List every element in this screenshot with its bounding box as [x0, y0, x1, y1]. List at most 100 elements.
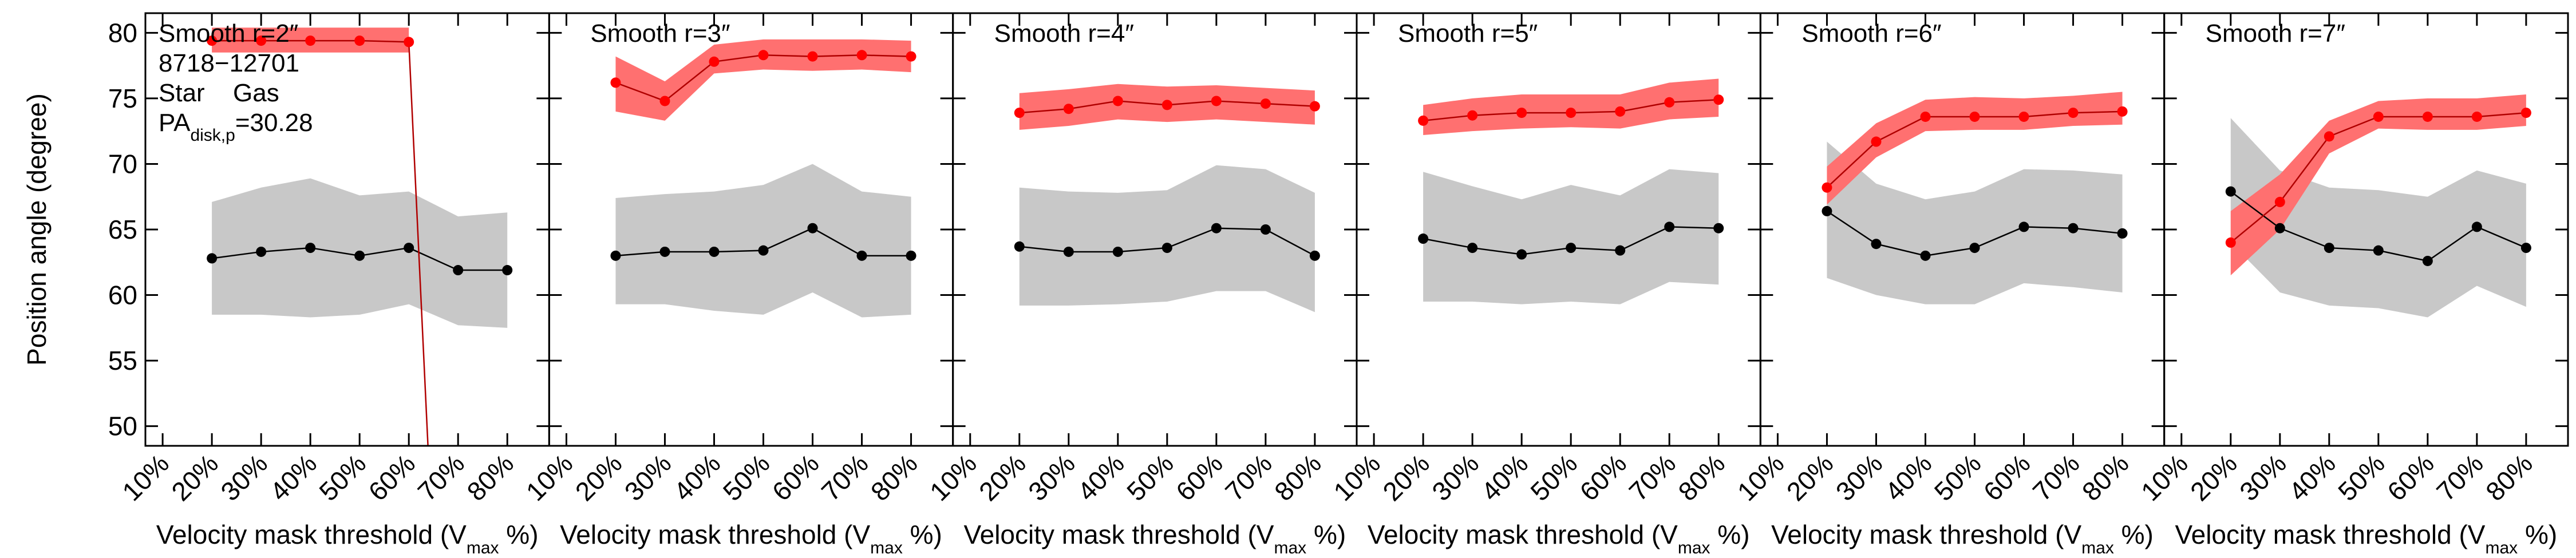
- x-axis-label-part: max: [2081, 539, 2114, 557]
- data-point: [758, 245, 769, 256]
- x-tick-label: 30%: [619, 448, 677, 506]
- x-tick-label: 20%: [1377, 448, 1435, 506]
- data-point: [256, 246, 267, 257]
- x-tick-label: 60%: [767, 448, 825, 506]
- y-tick-label: 50: [108, 411, 137, 441]
- data-point: [2324, 243, 2334, 254]
- y-tick-label: 65: [108, 215, 137, 244]
- x-axis-label-part: max: [467, 539, 499, 557]
- error-band: [1827, 141, 2123, 304]
- x-axis-label-part: max: [1274, 539, 1306, 557]
- plot-area: [1014, 84, 1320, 312]
- x-tick-label: 70%: [1219, 448, 1278, 506]
- x-axis-label-part: Velocity mask threshold (V: [2175, 520, 2485, 549]
- x-tick-label: 60%: [2381, 448, 2440, 506]
- x-axis-label-part: max: [1678, 539, 1710, 557]
- data-point: [2225, 186, 2236, 197]
- legend-entry: Gas: [233, 79, 279, 107]
- x-axis-label: Velocity mask threshold (Vmax %): [963, 520, 1346, 557]
- legend-entry: Star: [159, 79, 205, 107]
- x-tick-label: 60%: [1978, 448, 2036, 506]
- x-tick-label: 10%: [924, 448, 982, 506]
- x-tick-label: 10%: [520, 448, 579, 506]
- panel-title: Smooth r=6″: [1801, 19, 1941, 48]
- data-point: [2520, 108, 2531, 118]
- x-tick-label: 70%: [412, 448, 470, 506]
- error-band: [615, 164, 911, 318]
- data-point: [1309, 101, 1320, 112]
- data-point: [1713, 223, 1724, 234]
- data-point: [1664, 97, 1675, 108]
- x-tick-label: 80%: [865, 448, 923, 506]
- data-point: [1664, 221, 1675, 232]
- x-tick-label: 80%: [1269, 448, 1327, 506]
- data-point: [207, 35, 218, 46]
- x-tick-label: 20%: [165, 448, 224, 506]
- x-axis-label: Velocity mask threshold (Vmax %): [1771, 520, 2154, 557]
- error-band: [1423, 169, 1719, 304]
- data-point: [906, 51, 916, 62]
- pa-annotation-part: =30.28: [235, 109, 313, 137]
- data-point: [758, 50, 769, 61]
- x-tick-label: 60%: [362, 448, 421, 506]
- y-tick-label: 75: [108, 84, 137, 113]
- data-point: [1112, 96, 1123, 106]
- x-tick-label: 50%: [1524, 448, 1583, 506]
- error-band: [1019, 165, 1315, 312]
- x-tick-label: 40%: [1879, 448, 1938, 506]
- x-tick-label: 40%: [1072, 448, 1130, 506]
- x-axis-label-part: Velocity mask threshold (V: [1368, 520, 1678, 549]
- data-point: [1920, 250, 1931, 261]
- data-point: [2068, 108, 2079, 118]
- data-point: [2117, 228, 2128, 239]
- x-tick-label: 50%: [313, 448, 372, 506]
- pa-annotation: PAdisk,p=30.28: [159, 109, 313, 145]
- data-point: [1467, 110, 1478, 121]
- data-point: [856, 250, 867, 261]
- error-band: [2230, 94, 2526, 276]
- x-axis-label-part: %): [499, 520, 539, 549]
- data-point: [2274, 223, 2285, 234]
- x-axis-label: Velocity mask threshold (Vmax %): [1368, 520, 1750, 557]
- data-point: [610, 77, 621, 88]
- y-axis-label: Position angle (degree): [22, 93, 52, 366]
- data-point: [502, 265, 513, 276]
- x-tick-label: 50%: [2332, 448, 2391, 506]
- x-tick-label: 50%: [717, 448, 776, 506]
- data-point: [1920, 111, 1931, 122]
- data-point: [207, 253, 218, 264]
- x-axis-label-part: %): [2518, 520, 2557, 549]
- data-point: [906, 250, 916, 261]
- data-point: [1516, 108, 1527, 118]
- x-axis-label-part: max: [870, 539, 903, 557]
- error-band: [2230, 118, 2526, 318]
- x-tick-label: 30%: [1830, 448, 1888, 506]
- x-tick-label: 40%: [1475, 448, 1534, 506]
- panel-title: Smooth r=3″: [590, 19, 730, 48]
- x-tick-label: 30%: [215, 448, 273, 506]
- data-point: [1112, 246, 1123, 257]
- x-axis-label: Velocity mask threshold (Vmax %): [560, 520, 942, 557]
- x-tick-label: 80%: [461, 448, 519, 506]
- data-point: [659, 96, 670, 106]
- x-tick-label: 30%: [2234, 448, 2292, 506]
- data-point: [2520, 243, 2531, 254]
- error-band: [615, 39, 911, 121]
- data-point: [659, 246, 670, 257]
- data-point: [2422, 255, 2433, 266]
- data-point: [2471, 111, 2482, 122]
- data-point: [1822, 182, 1832, 193]
- data-point: [1516, 249, 1527, 260]
- y-tick-label: 55: [108, 346, 137, 375]
- data-point: [807, 51, 818, 62]
- panel-title: Smooth r=7″: [2206, 19, 2345, 48]
- x-tick-label: 70%: [2431, 448, 2489, 506]
- x-tick-label: 50%: [1121, 448, 1179, 506]
- data-point: [2471, 221, 2482, 232]
- data-point: [1467, 243, 1478, 254]
- data-point: [1211, 223, 1222, 234]
- y-tick-label: 60: [108, 280, 137, 310]
- plot-area: [207, 27, 513, 446]
- data-point: [856, 50, 867, 61]
